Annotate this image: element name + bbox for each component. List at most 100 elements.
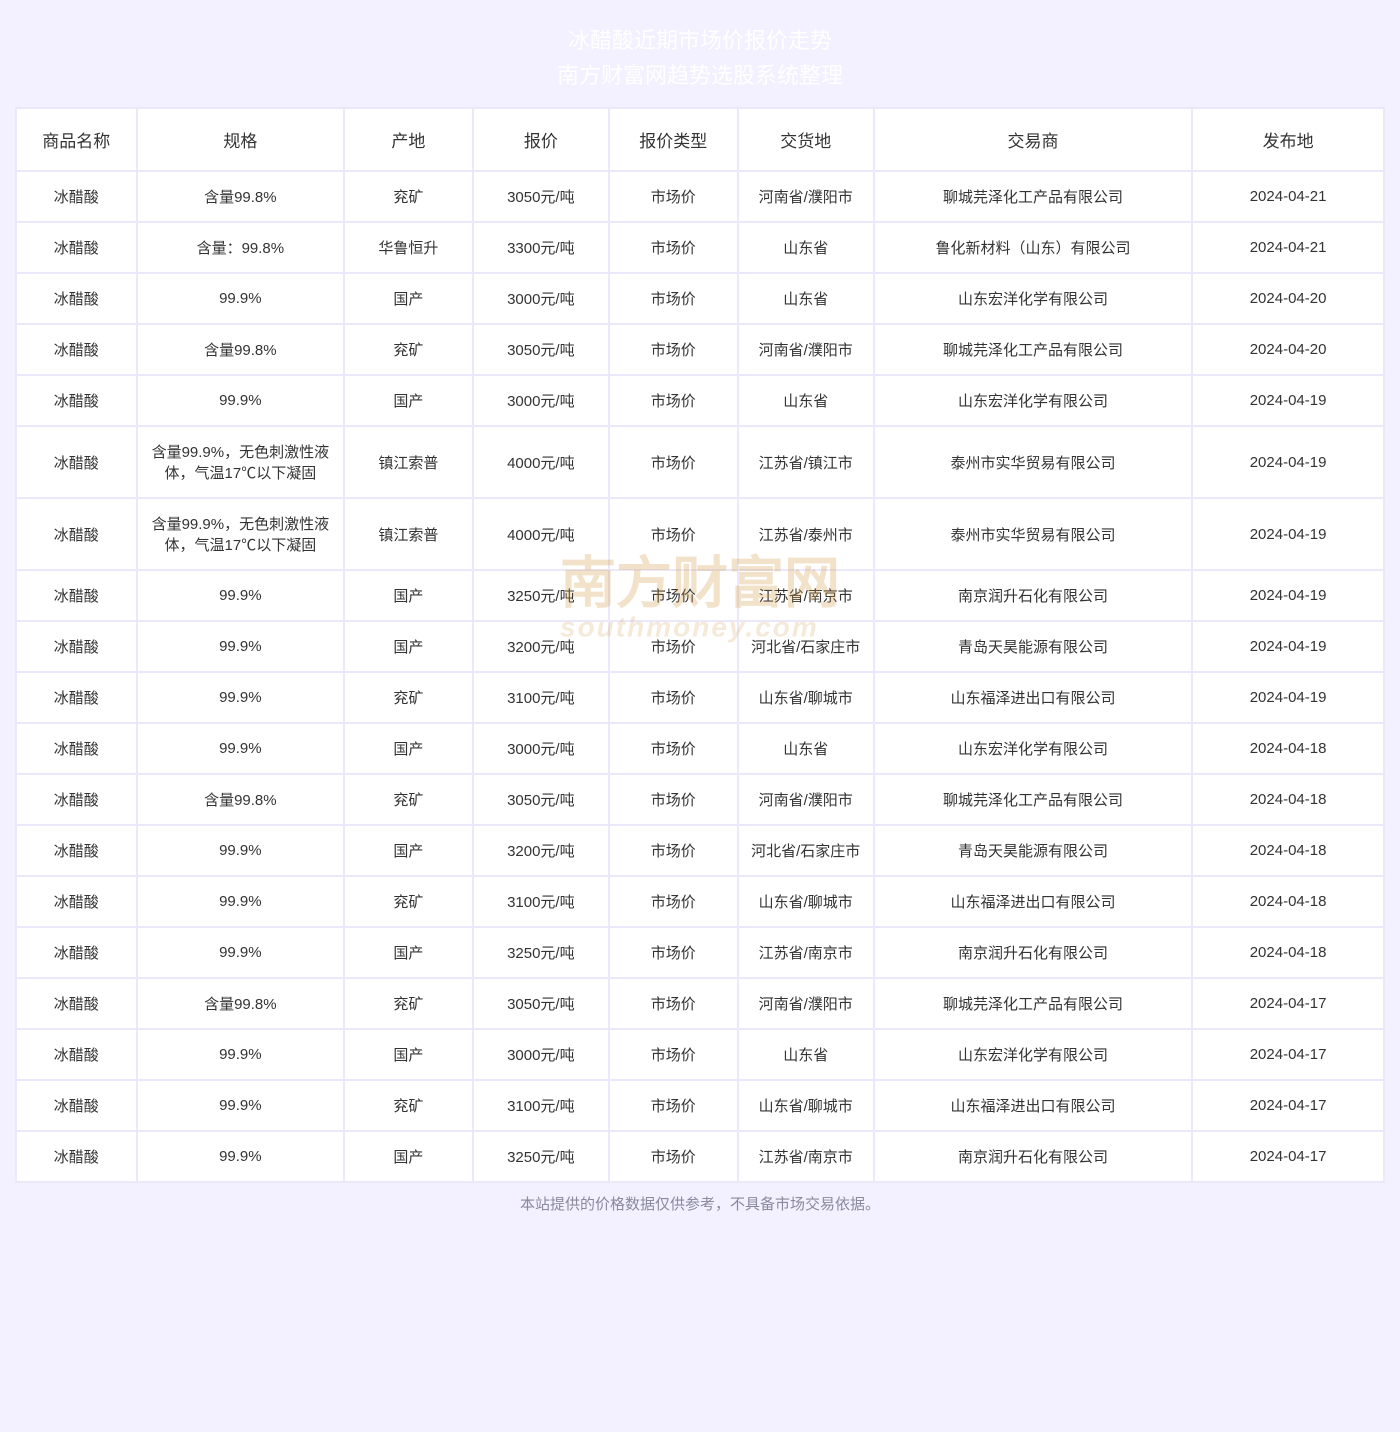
cell-ptype: 市场价: [610, 223, 737, 272]
table-row: 冰醋酸含量99.8%兖矿3050元/吨市场价河南省/濮阳市聊城芫泽化工产品有限公…: [17, 325, 1383, 374]
cell-date: 2024-04-19: [1193, 376, 1383, 425]
cell-trader: 青岛天昊能源有限公司: [875, 622, 1191, 671]
cell-ptype: 市场价: [610, 673, 737, 722]
cell-price: 3000元/吨: [474, 376, 608, 425]
cell-deliv: 河南省/濮阳市: [739, 325, 873, 374]
cell-origin: 国产: [345, 928, 472, 977]
cell-ptype: 市场价: [610, 376, 737, 425]
cell-spec: 含量99.9%，无色刺激性液体，气温17℃以下凝固: [138, 427, 344, 497]
cell-ptype: 市场价: [610, 826, 737, 875]
cell-deliv: 河北省/石家庄市: [739, 622, 873, 671]
cell-origin: 兖矿: [345, 325, 472, 374]
cell-spec: 99.9%: [138, 1081, 344, 1130]
cell-trader: 聊城芫泽化工产品有限公司: [875, 325, 1191, 374]
cell-trader: 青岛天昊能源有限公司: [875, 826, 1191, 875]
cell-spec: 99.9%: [138, 877, 344, 926]
cell-name: 冰醋酸: [17, 775, 136, 824]
cell-origin: 国产: [345, 1132, 472, 1181]
page-title-line2: 南方财富网趋势选股系统整理: [15, 58, 1385, 93]
cell-ptype: 市场价: [610, 172, 737, 221]
cell-ptype: 市场价: [610, 724, 737, 773]
table-row: 冰醋酸99.9%国产3250元/吨市场价江苏省/南京市南京润升石化有限公司202…: [17, 571, 1383, 620]
cell-price: 4000元/吨: [474, 427, 608, 497]
cell-deliv: 山东省/聊城市: [739, 673, 873, 722]
cell-name: 冰醋酸: [17, 826, 136, 875]
cell-trader: 山东福泽进出口有限公司: [875, 673, 1191, 722]
cell-price: 3250元/吨: [474, 571, 608, 620]
cell-origin: 镇江索普: [345, 427, 472, 497]
cell-origin: 兖矿: [345, 673, 472, 722]
cell-trader: 聊城芫泽化工产品有限公司: [875, 979, 1191, 1028]
cell-name: 冰醋酸: [17, 673, 136, 722]
cell-date: 2024-04-19: [1193, 571, 1383, 620]
cell-price: 3200元/吨: [474, 622, 608, 671]
cell-ptype: 市场价: [610, 325, 737, 374]
cell-ptype: 市场价: [610, 1081, 737, 1130]
cell-trader: 山东宏洋化学有限公司: [875, 274, 1191, 323]
cell-deliv: 山东省: [739, 1030, 873, 1079]
th-ptype: 报价类型: [610, 109, 737, 170]
cell-deliv: 江苏省/南京市: [739, 928, 873, 977]
cell-origin: 国产: [345, 274, 472, 323]
cell-trader: 南京润升石化有限公司: [875, 928, 1191, 977]
cell-name: 冰醋酸: [17, 1081, 136, 1130]
cell-date: 2024-04-18: [1193, 724, 1383, 773]
cell-name: 冰醋酸: [17, 376, 136, 425]
cell-deliv: 山东省: [739, 376, 873, 425]
cell-date: 2024-04-17: [1193, 1132, 1383, 1181]
cell-deliv: 山东省: [739, 724, 873, 773]
cell-origin: 兖矿: [345, 1081, 472, 1130]
cell-name: 冰醋酸: [17, 571, 136, 620]
cell-date: 2024-04-21: [1193, 223, 1383, 272]
cell-trader: 山东宏洋化学有限公司: [875, 1030, 1191, 1079]
cell-ptype: 市场价: [610, 1132, 737, 1181]
cell-origin: 兖矿: [345, 172, 472, 221]
cell-date: 2024-04-18: [1193, 826, 1383, 875]
cell-price: 3200元/吨: [474, 826, 608, 875]
cell-spec: 99.9%: [138, 376, 344, 425]
table-row: 冰醋酸99.9%国产3000元/吨市场价山东省山东宏洋化学有限公司2024-04…: [17, 376, 1383, 425]
cell-name: 冰醋酸: [17, 499, 136, 569]
cell-deliv: 江苏省/镇江市: [739, 427, 873, 497]
cell-price: 3050元/吨: [474, 325, 608, 374]
table-row: 冰醋酸含量99.8%兖矿3050元/吨市场价河南省/濮阳市聊城芫泽化工产品有限公…: [17, 775, 1383, 824]
cell-price: 3050元/吨: [474, 775, 608, 824]
cell-origin: 国产: [345, 622, 472, 671]
cell-trader: 聊城芫泽化工产品有限公司: [875, 775, 1191, 824]
cell-price: 3100元/吨: [474, 1081, 608, 1130]
cell-ptype: 市场价: [610, 427, 737, 497]
th-price: 报价: [474, 109, 608, 170]
cell-price: 3000元/吨: [474, 724, 608, 773]
table-row: 冰醋酸99.9%国产3200元/吨市场价河北省/石家庄市青岛天昊能源有限公司20…: [17, 826, 1383, 875]
page-header: 冰醋酸近期市场价报价走势 南方财富网趋势选股系统整理: [15, 15, 1385, 107]
cell-spec: 含量99.8%: [138, 775, 344, 824]
table-row: 冰醋酸99.9%兖矿3100元/吨市场价山东省/聊城市山东福泽进出口有限公司20…: [17, 1081, 1383, 1130]
cell-date: 2024-04-20: [1193, 325, 1383, 374]
cell-trader: 山东宏洋化学有限公司: [875, 724, 1191, 773]
cell-origin: 国产: [345, 724, 472, 773]
cell-origin: 兖矿: [345, 979, 472, 1028]
table-row: 冰醋酸99.9%国产3000元/吨市场价山东省山东宏洋化学有限公司2024-04…: [17, 274, 1383, 323]
cell-origin: 国产: [345, 1030, 472, 1079]
cell-name: 冰醋酸: [17, 724, 136, 773]
cell-origin: 兖矿: [345, 877, 472, 926]
cell-trader: 山东宏洋化学有限公司: [875, 376, 1191, 425]
cell-deliv: 山东省: [739, 223, 873, 272]
cell-date: 2024-04-20: [1193, 274, 1383, 323]
cell-date: 2024-04-17: [1193, 1030, 1383, 1079]
cell-name: 冰醋酸: [17, 1132, 136, 1181]
cell-deliv: 山东省/聊城市: [739, 877, 873, 926]
cell-deliv: 江苏省/南京市: [739, 571, 873, 620]
cell-trader: 山东福泽进出口有限公司: [875, 877, 1191, 926]
cell-name: 冰醋酸: [17, 979, 136, 1028]
cell-spec: 99.9%: [138, 571, 344, 620]
cell-spec: 99.9%: [138, 928, 344, 977]
cell-name: 冰醋酸: [17, 877, 136, 926]
table-row: 冰醋酸99.9%国产3000元/吨市场价山东省山东宏洋化学有限公司2024-04…: [17, 1030, 1383, 1079]
cell-spec: 含量99.9%，无色刺激性液体，气温17℃以下凝固: [138, 499, 344, 569]
cell-deliv: 河北省/石家庄市: [739, 826, 873, 875]
table-row: 冰醋酸99.9%国产3250元/吨市场价江苏省/南京市南京润升石化有限公司202…: [17, 928, 1383, 977]
table-row: 冰醋酸含量99.9%，无色刺激性液体，气温17℃以下凝固镇江索普4000元/吨市…: [17, 499, 1383, 569]
cell-deliv: 山东省: [739, 274, 873, 323]
cell-origin: 国产: [345, 826, 472, 875]
